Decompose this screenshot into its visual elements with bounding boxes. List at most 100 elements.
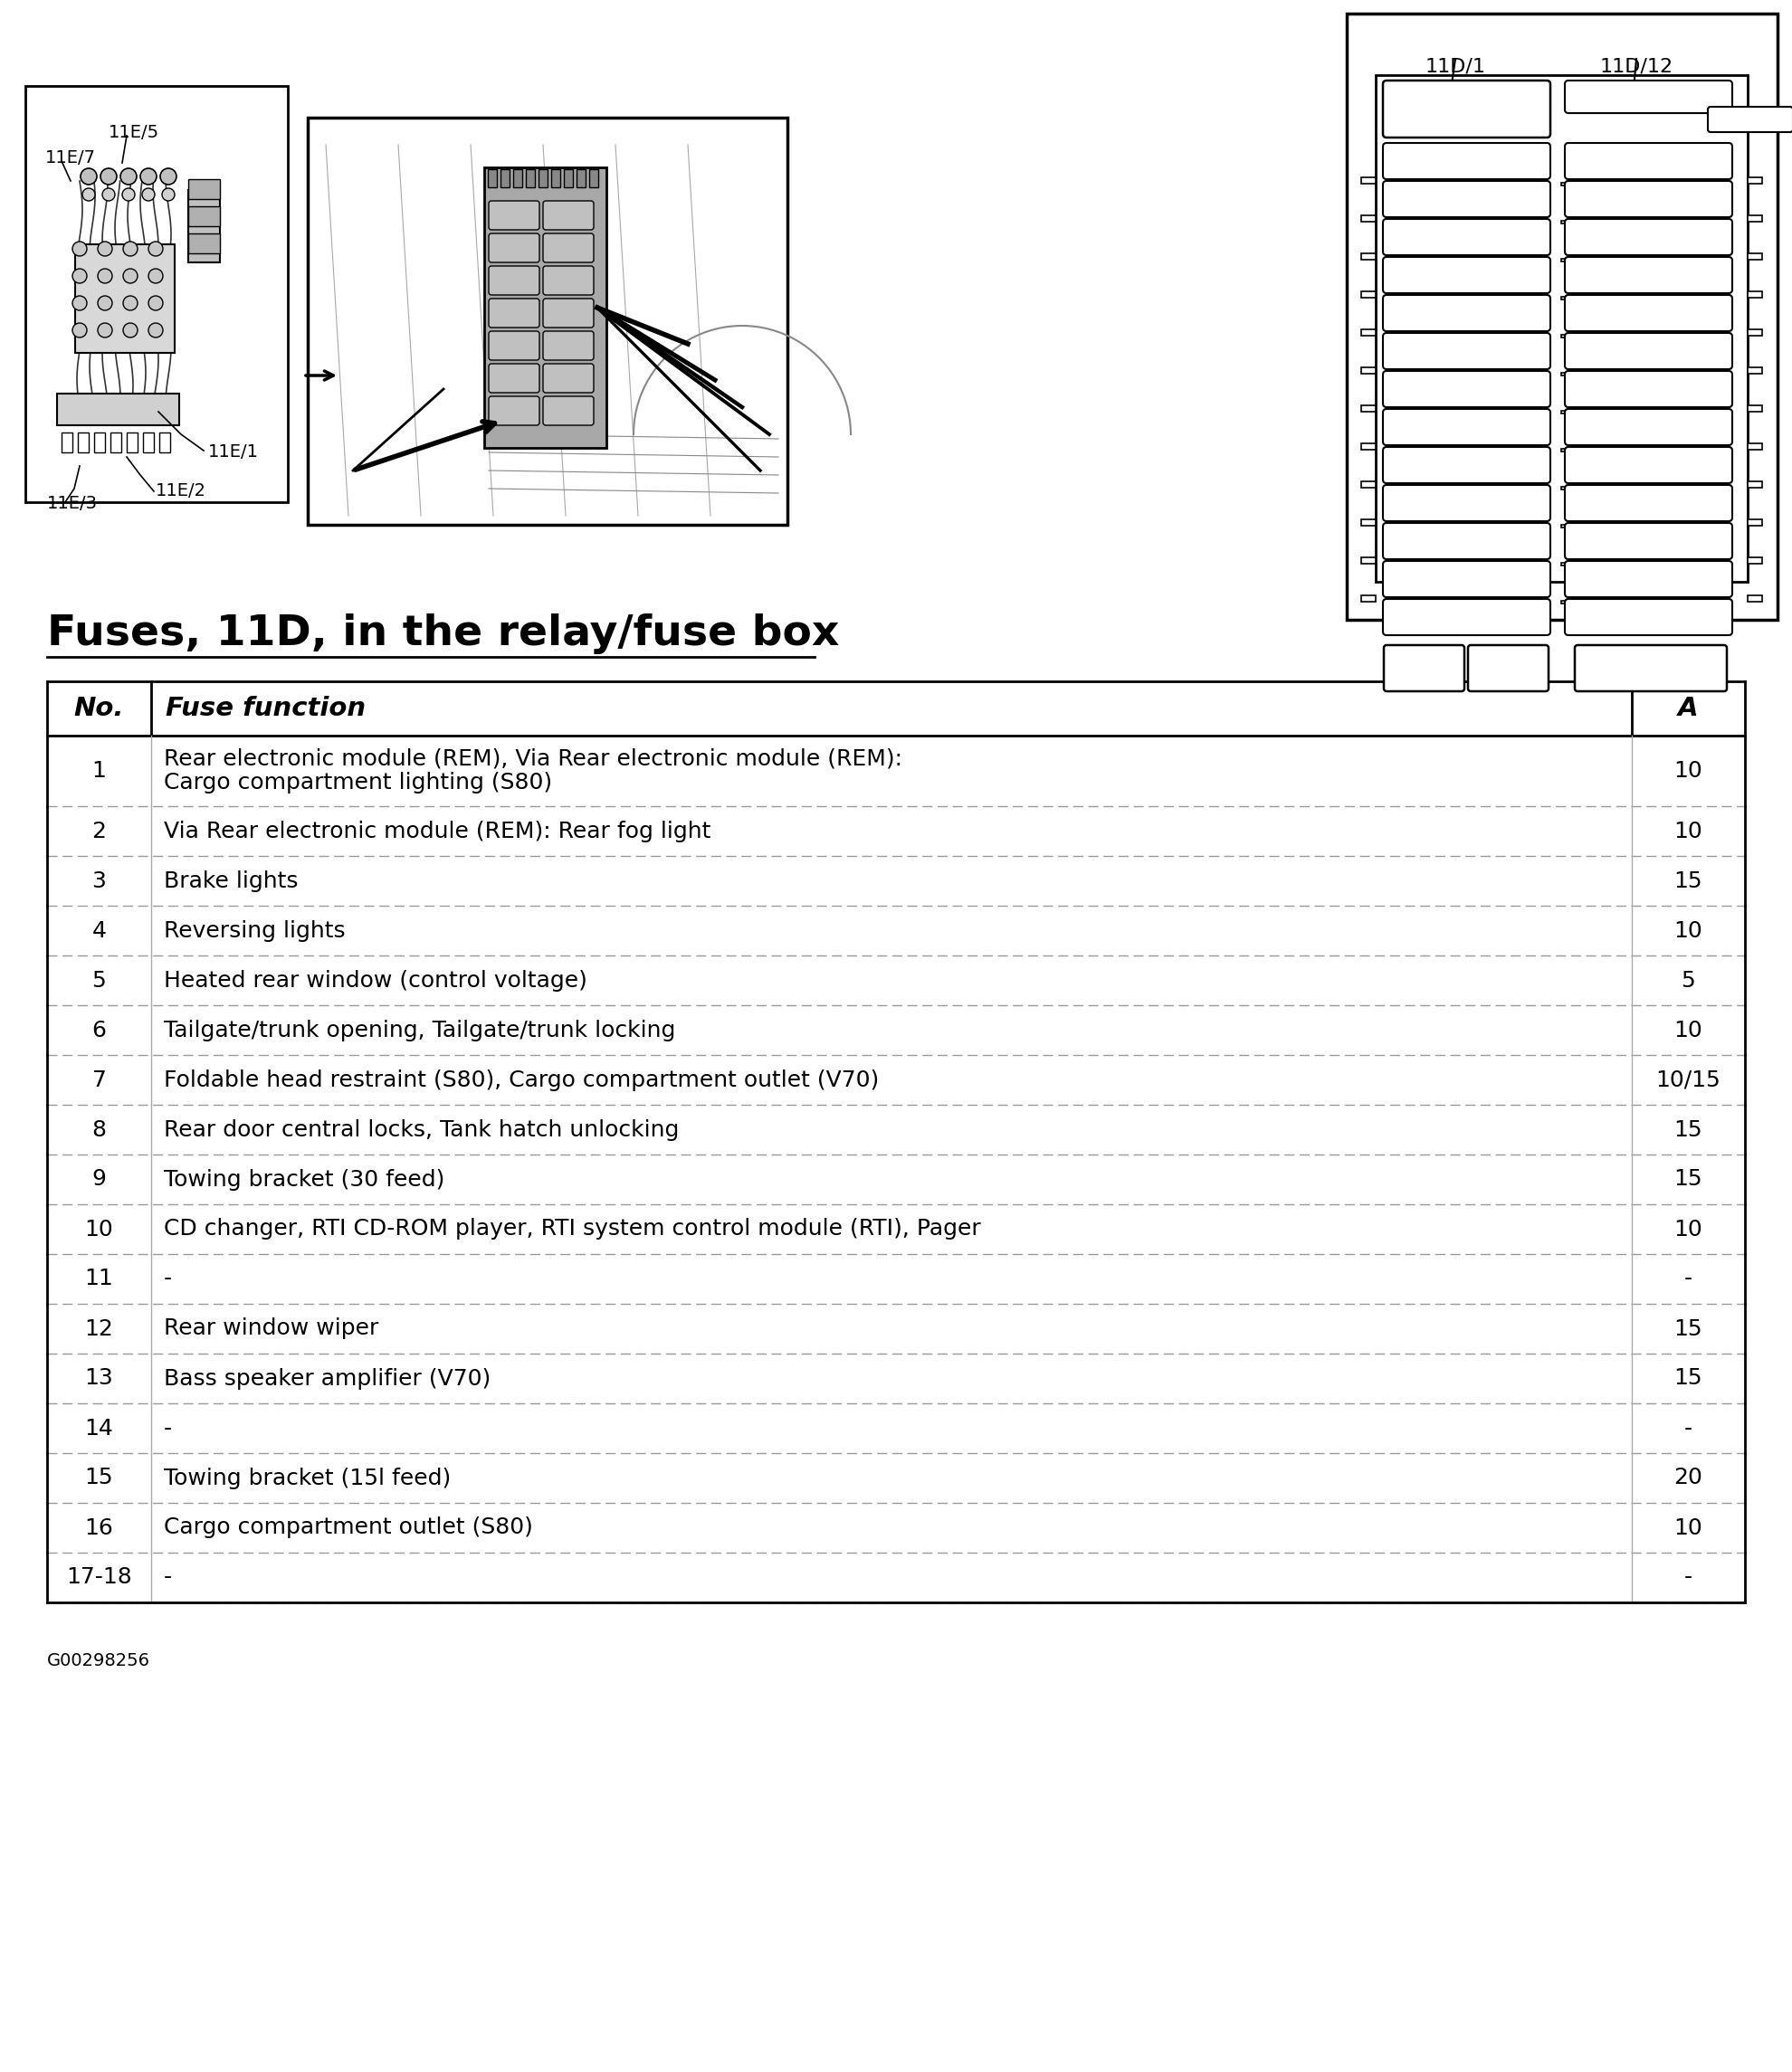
Bar — [1747, 518, 1762, 524]
Bar — [1561, 601, 1575, 603]
Circle shape — [140, 168, 156, 184]
Text: Heated rear window (control voltage): Heated rear window (control voltage) — [163, 970, 588, 990]
Text: Fuses, 11D, in the relay/fuse box: Fuses, 11D, in the relay/fuse box — [47, 613, 839, 655]
FancyBboxPatch shape — [543, 396, 593, 425]
Circle shape — [124, 242, 138, 257]
FancyBboxPatch shape — [543, 201, 593, 230]
Text: 15: 15 — [1674, 1368, 1702, 1390]
FancyBboxPatch shape — [1382, 257, 1550, 292]
Circle shape — [149, 296, 163, 311]
FancyBboxPatch shape — [1382, 562, 1550, 597]
Text: 10: 10 — [1674, 760, 1702, 781]
FancyBboxPatch shape — [489, 298, 539, 327]
Circle shape — [122, 189, 134, 201]
Bar — [188, 207, 220, 226]
FancyBboxPatch shape — [1382, 485, 1550, 522]
FancyBboxPatch shape — [1382, 448, 1550, 483]
Text: 15: 15 — [1674, 1169, 1702, 1189]
Circle shape — [72, 296, 86, 311]
Bar — [1747, 404, 1762, 410]
FancyBboxPatch shape — [1382, 522, 1550, 559]
FancyBboxPatch shape — [1564, 220, 1731, 255]
Text: 9: 9 — [91, 1169, 106, 1189]
Bar — [1747, 557, 1762, 564]
Bar — [550, 170, 559, 186]
FancyBboxPatch shape — [1564, 334, 1731, 369]
Text: -: - — [163, 1268, 172, 1289]
Text: Towing bracket (30 feed): Towing bracket (30 feed) — [163, 1169, 444, 1189]
Text: 20: 20 — [1674, 1467, 1702, 1490]
Text: Reversing lights: Reversing lights — [163, 920, 346, 941]
Text: -: - — [1683, 1268, 1692, 1289]
Circle shape — [161, 189, 174, 201]
FancyBboxPatch shape — [1382, 599, 1550, 636]
Text: 15: 15 — [84, 1467, 113, 1490]
Text: 10: 10 — [84, 1218, 113, 1239]
FancyBboxPatch shape — [1564, 143, 1731, 178]
Text: 3: 3 — [91, 870, 106, 891]
Bar — [1747, 215, 1762, 222]
Circle shape — [142, 189, 154, 201]
Text: 10: 10 — [1674, 1218, 1702, 1239]
Bar — [525, 170, 534, 186]
FancyBboxPatch shape — [1564, 180, 1731, 218]
FancyBboxPatch shape — [1564, 562, 1731, 597]
Text: Cargo compartment lighting (S80): Cargo compartment lighting (S80) — [163, 773, 552, 794]
Text: 15: 15 — [1674, 870, 1702, 891]
Bar — [500, 170, 509, 186]
Text: 1: 1 — [91, 760, 106, 781]
Circle shape — [159, 168, 176, 184]
Bar — [1360, 518, 1374, 524]
FancyBboxPatch shape — [1564, 448, 1731, 483]
Circle shape — [72, 323, 86, 338]
FancyBboxPatch shape — [1564, 408, 1731, 445]
Text: Rear electronic module (REM), Via Rear electronic module (REM):: Rear electronic module (REM), Via Rear e… — [163, 748, 901, 771]
FancyBboxPatch shape — [1382, 220, 1550, 255]
Bar — [1360, 253, 1374, 259]
Text: 2: 2 — [91, 821, 106, 841]
Text: 11E/5: 11E/5 — [109, 124, 159, 141]
Circle shape — [149, 323, 163, 338]
FancyBboxPatch shape — [1708, 108, 1792, 133]
Bar — [1360, 367, 1374, 373]
Text: 7: 7 — [91, 1069, 106, 1090]
Bar — [484, 168, 606, 448]
FancyBboxPatch shape — [1383, 644, 1464, 692]
Text: 11D/12: 11D/12 — [1598, 58, 1672, 75]
Bar — [75, 244, 174, 352]
FancyBboxPatch shape — [543, 365, 593, 394]
Circle shape — [120, 168, 136, 184]
Circle shape — [99, 242, 113, 257]
Text: 14: 14 — [84, 1417, 113, 1440]
FancyBboxPatch shape — [1382, 180, 1550, 218]
Text: 11: 11 — [84, 1268, 113, 1289]
FancyBboxPatch shape — [489, 201, 539, 230]
Text: -: - — [1683, 1417, 1692, 1440]
Circle shape — [82, 189, 95, 201]
Bar — [1561, 182, 1575, 184]
Circle shape — [124, 269, 138, 284]
Bar — [1747, 176, 1762, 182]
Text: Foldable head restraint (S80), Cargo compartment outlet (V70): Foldable head restraint (S80), Cargo com… — [163, 1069, 878, 1090]
FancyBboxPatch shape — [543, 234, 593, 263]
Bar — [1747, 367, 1762, 373]
Text: 13: 13 — [84, 1368, 113, 1390]
Bar — [1747, 443, 1762, 450]
Text: 10: 10 — [1674, 920, 1702, 941]
Bar — [1374, 75, 1747, 582]
Bar — [1360, 176, 1374, 182]
FancyBboxPatch shape — [1382, 81, 1550, 137]
Bar — [487, 170, 496, 186]
FancyBboxPatch shape — [1564, 257, 1731, 292]
Circle shape — [124, 296, 138, 311]
Bar — [61, 433, 72, 452]
Text: Fuse function: Fuse function — [165, 696, 366, 721]
Text: 12: 12 — [84, 1318, 113, 1341]
Bar — [308, 118, 787, 524]
Circle shape — [149, 269, 163, 284]
Bar — [143, 433, 154, 452]
Text: 8: 8 — [91, 1119, 106, 1140]
Text: 11E/2: 11E/2 — [156, 483, 206, 499]
FancyBboxPatch shape — [543, 265, 593, 294]
FancyBboxPatch shape — [1382, 143, 1550, 178]
